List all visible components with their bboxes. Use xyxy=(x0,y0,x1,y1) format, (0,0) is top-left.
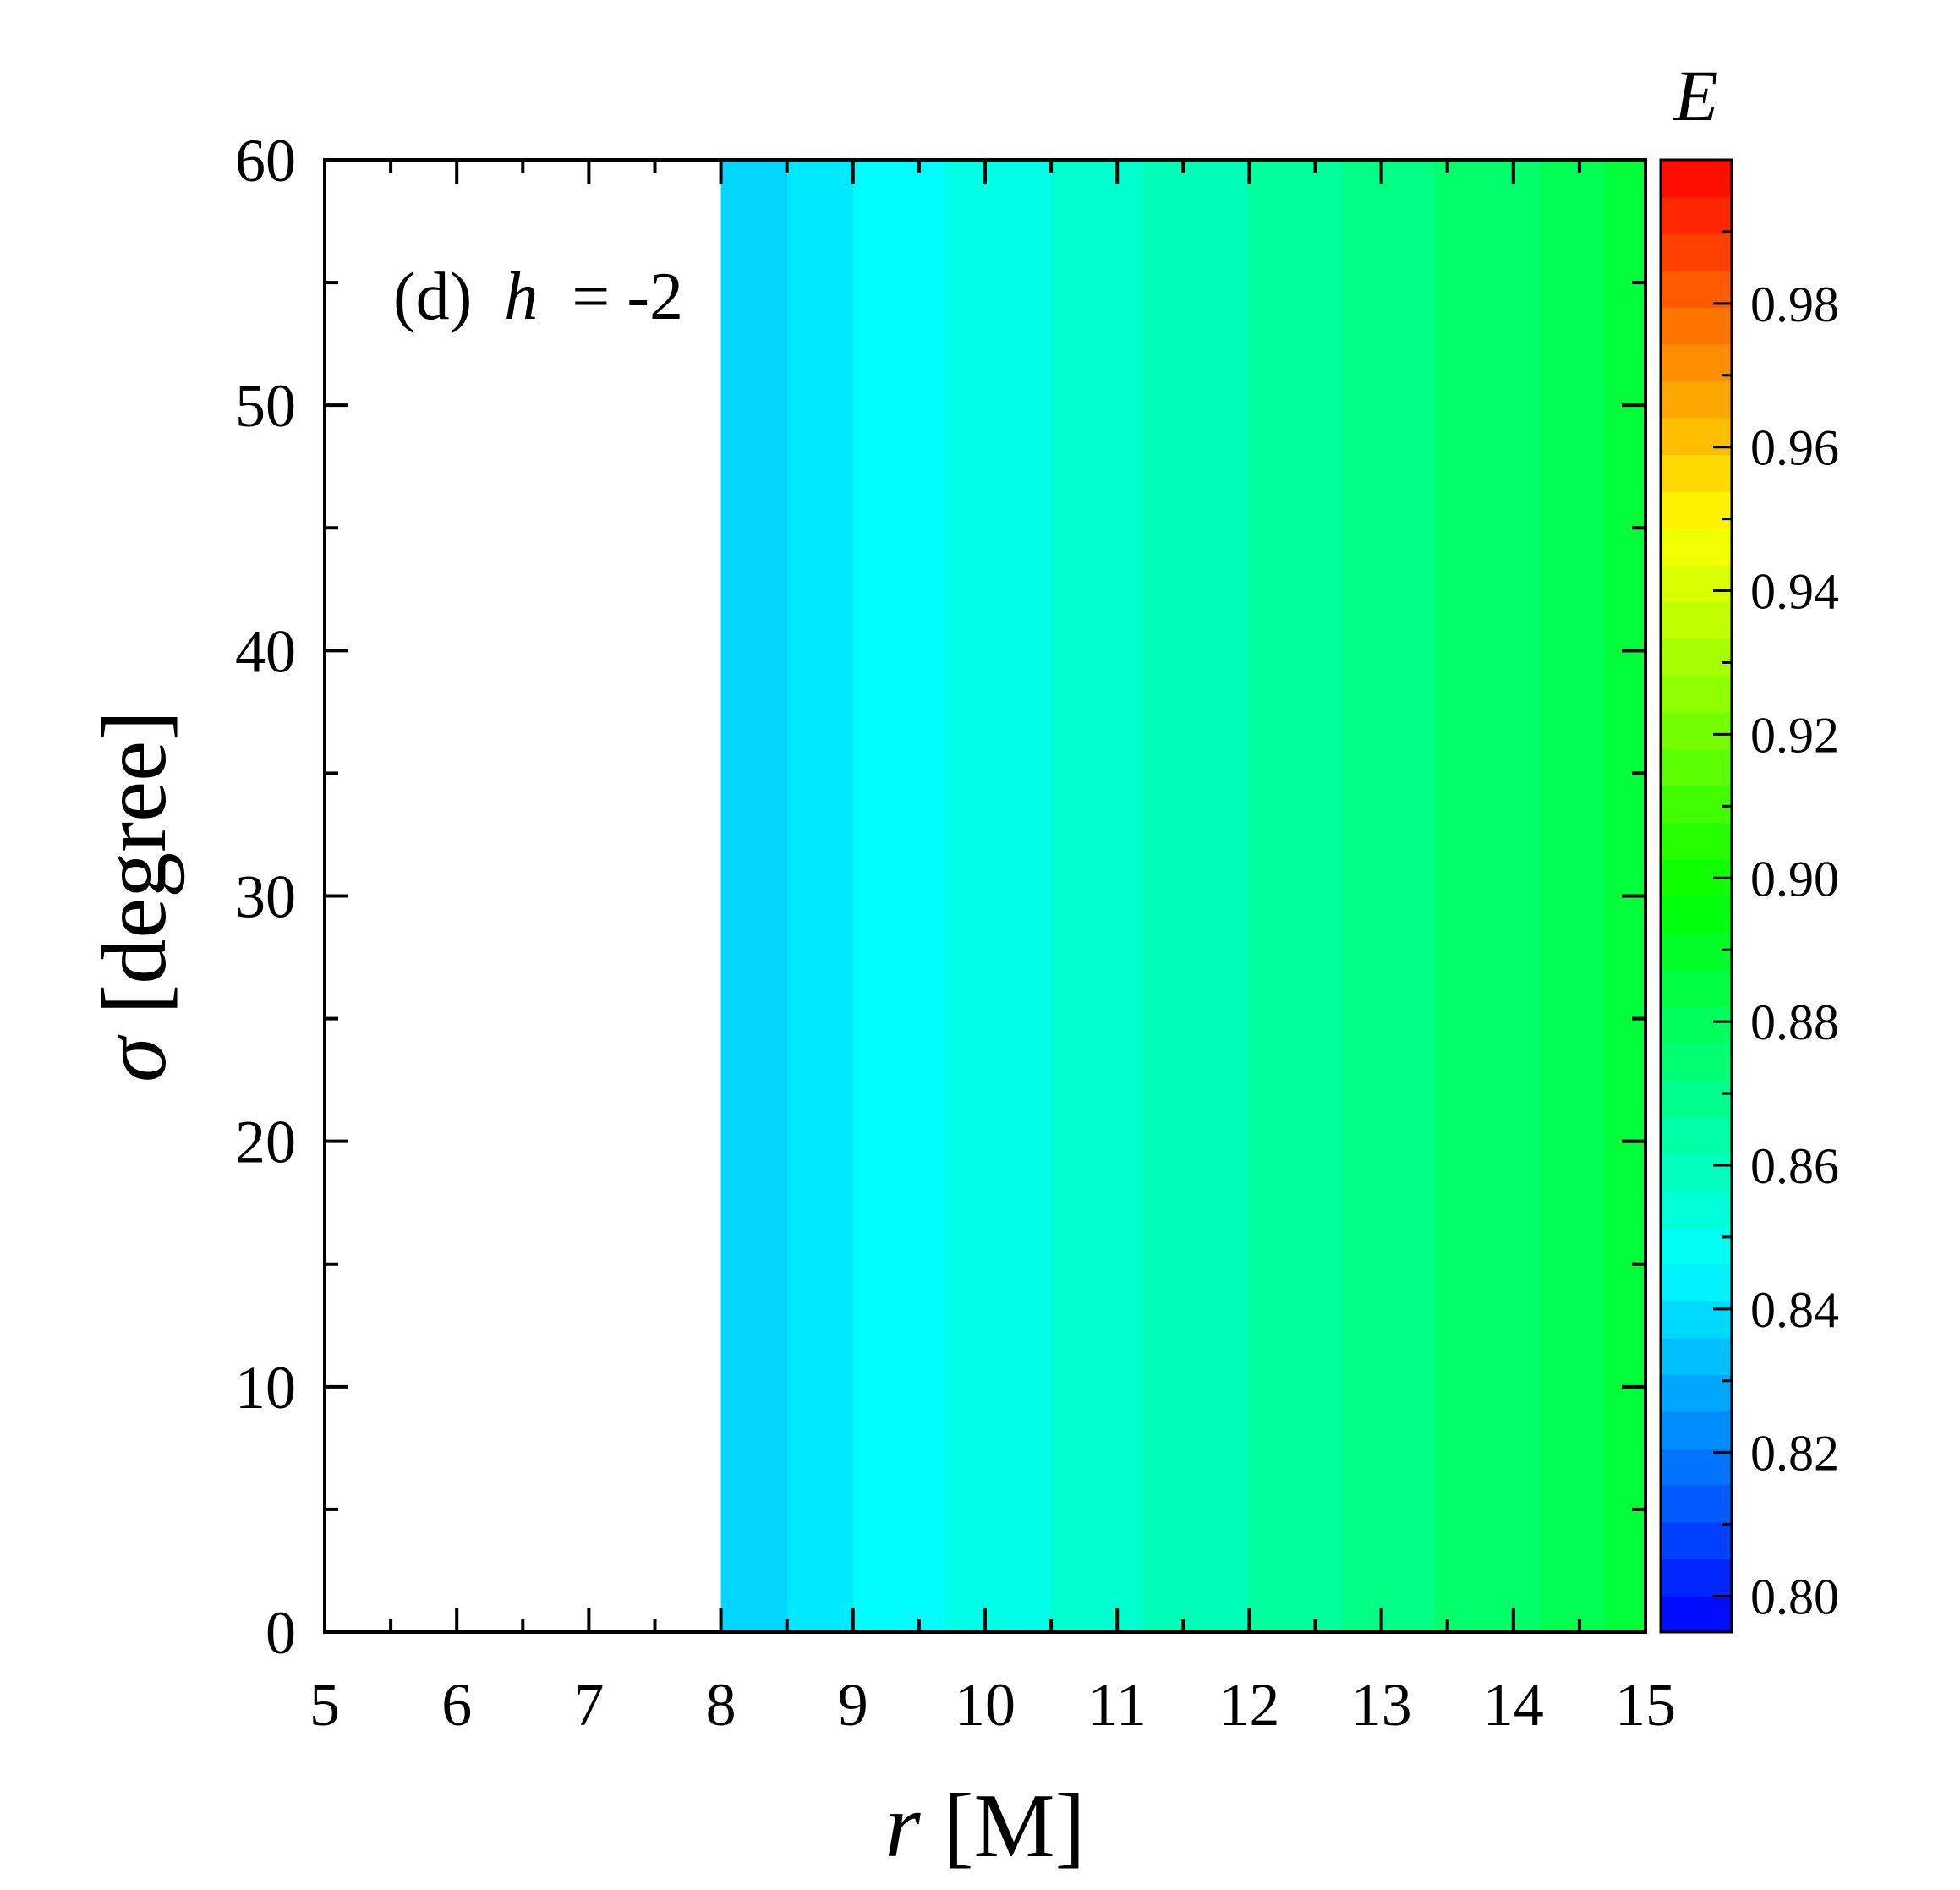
colorbar-band xyxy=(1661,1521,1732,1559)
colorbar-band xyxy=(1661,1263,1732,1302)
colorbar-frame xyxy=(1659,158,1733,1634)
heatmap-cell xyxy=(786,160,854,1632)
colorbar-band xyxy=(1661,1374,1732,1412)
colorbar-band xyxy=(1661,417,1732,455)
colorbar-tick-label: 0.88 xyxy=(1750,994,1839,1050)
colorbar-band xyxy=(1661,1595,1732,1633)
colorbar-band xyxy=(1661,601,1732,639)
y-axis-variable: σ xyxy=(85,1034,185,1082)
x-tick-labels: 5 6 7 8 9 10 11 12 13 14 15 xyxy=(309,1671,1676,1739)
colorbar-band xyxy=(1661,785,1732,824)
colorbar-band xyxy=(1661,969,1732,1007)
colorbar-band xyxy=(1661,490,1732,529)
colorbar-tick-label: 0.80 xyxy=(1750,1570,1839,1625)
y-tick-label: 30 xyxy=(235,863,296,931)
x-tick-label: 14 xyxy=(1483,1671,1544,1739)
colorbar-band xyxy=(1661,1558,1732,1597)
colorbar-tick-label: 0.82 xyxy=(1750,1426,1839,1482)
colorbar-gradient xyxy=(1661,160,1732,1633)
y-tick-label: 10 xyxy=(235,1354,296,1422)
colorbar-band xyxy=(1661,822,1732,860)
colorbar-label: E xyxy=(1673,55,1719,136)
heatmap-cells xyxy=(720,160,1646,1632)
colorbar-band xyxy=(1661,675,1732,713)
colorbar-band xyxy=(1661,1411,1732,1449)
colorbar-band xyxy=(1661,1301,1732,1339)
colorbar-band xyxy=(1661,1190,1732,1229)
colorbar-band xyxy=(1661,454,1732,492)
colorbar-tick-label: 0.86 xyxy=(1750,1138,1839,1194)
colorbar-band xyxy=(1661,896,1732,934)
colorbar-band xyxy=(1661,343,1732,381)
colorbar-band xyxy=(1661,1227,1732,1265)
colorbar-band xyxy=(1661,1337,1732,1376)
heatmap-cell xyxy=(1051,160,1145,1632)
x-tick-label: 6 xyxy=(441,1671,472,1739)
colorbar-band xyxy=(1661,1484,1732,1523)
colorbar-band xyxy=(1661,233,1732,271)
panel-annotation: (d) h = -2 xyxy=(393,260,683,334)
colorbar-band xyxy=(1661,160,1732,198)
x-axis-label: r [M] xyxy=(885,1776,1086,1876)
colorbar-tick-label: 0.94 xyxy=(1750,564,1839,620)
heatmap-cell xyxy=(720,160,788,1632)
colorbar-band xyxy=(1661,933,1732,971)
colorbar-band xyxy=(1661,748,1732,786)
y-axis-label: σ [degree] xyxy=(85,710,185,1082)
colorbar-band xyxy=(1661,1006,1732,1044)
heatmap-cell xyxy=(1540,160,1607,1632)
colorbar-band xyxy=(1661,711,1732,750)
colorbar-band xyxy=(1661,1153,1732,1192)
y-tick-label: 50 xyxy=(235,372,296,440)
y-tick-label: 60 xyxy=(235,127,296,194)
x-axis-unit: [M] xyxy=(921,1776,1086,1876)
colorbar-band xyxy=(1661,1080,1732,1118)
colorbar-band xyxy=(1661,307,1732,345)
colorbar-band xyxy=(1661,1448,1732,1486)
heatmap-cell xyxy=(852,160,946,1632)
annotation-relation: = -2 xyxy=(555,260,683,334)
x-tick-label: 8 xyxy=(706,1671,736,1739)
panel-label: (d) xyxy=(393,260,472,334)
x-tick-label: 12 xyxy=(1218,1671,1279,1739)
y-tick-labels: 0 10 20 30 40 50 60 xyxy=(235,127,296,1667)
colorbar-tick-label: 0.92 xyxy=(1750,707,1839,763)
y-tick-label: 20 xyxy=(235,1109,296,1176)
colorbar-tick-labels: 0.80 0.82 0.84 0.86 0.88 0.90 0.92 0.94 0.96 0.98 xyxy=(1750,277,1839,1625)
colorbar-band xyxy=(1661,1043,1732,1081)
colorbar-band xyxy=(1661,270,1732,308)
colorbar-band xyxy=(1661,564,1732,603)
heatmap-cell xyxy=(1143,160,1251,1632)
colorbar-band xyxy=(1661,381,1732,419)
axis-ticks xyxy=(323,158,1732,1634)
colorbar-tick-label: 0.98 xyxy=(1750,277,1839,332)
x-tick-label: 15 xyxy=(1615,1671,1676,1739)
colorbar-band xyxy=(1661,638,1732,677)
heatmap-cell xyxy=(1249,160,1343,1632)
x-tick-label: 5 xyxy=(309,1671,340,1739)
x-tick-label: 11 xyxy=(1088,1671,1147,1739)
colorbar-band xyxy=(1661,196,1732,234)
y-tick-label: 40 xyxy=(235,617,296,685)
y-axis-unit: [degree] xyxy=(85,710,185,1038)
x-tick-label: 10 xyxy=(955,1671,1016,1739)
x-axis-variable: r xyxy=(885,1776,922,1876)
colorbar-tick-label: 0.84 xyxy=(1750,1282,1839,1338)
x-tick-label: 7 xyxy=(573,1671,604,1739)
heatmap-cell xyxy=(1434,160,1541,1632)
colorbar-tick-label: 0.96 xyxy=(1750,420,1839,476)
annotation-variable: h xyxy=(504,260,538,334)
heatmap-cell xyxy=(1341,160,1435,1632)
colorbar-band xyxy=(1661,528,1732,566)
x-tick-label: 9 xyxy=(838,1671,868,1739)
x-tick-label: 13 xyxy=(1351,1671,1412,1739)
colorbar-band xyxy=(1661,1116,1732,1154)
y-tick-label: 0 xyxy=(266,1599,296,1667)
colorbar-tick-label: 0.90 xyxy=(1750,851,1839,907)
heatmap-cell xyxy=(945,160,1052,1632)
